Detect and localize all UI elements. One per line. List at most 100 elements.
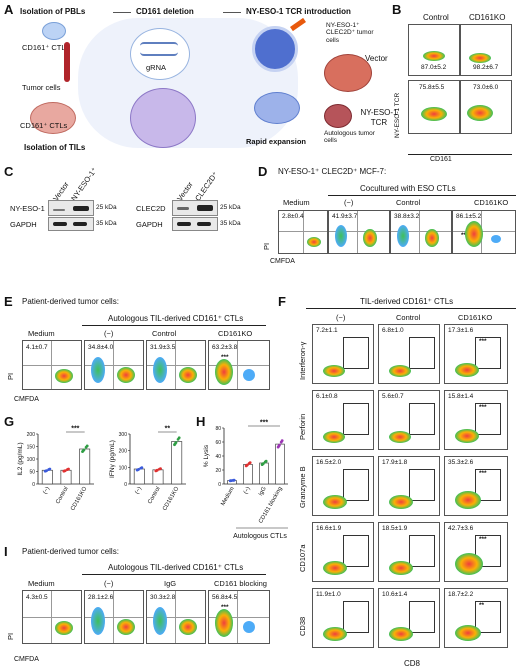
i-subtitle: Autologous TIL-derived CD161⁺ CTLs [108,563,244,572]
f-r5-c2: 10.6±1.4 [378,588,440,648]
h-lysis-bar-3 [275,443,285,485]
arrow-right-1 [113,12,131,13]
g-il2-xcat-0: (−) [42,486,51,495]
d-plot-medium: 2.8±0.4 [278,210,328,254]
d-col-cd161ko: CD161KO [474,198,509,207]
e-yaxis: PI [6,372,15,380]
f-val-r4c1: 16.6±1.9 [316,525,342,532]
h-lysis-ytick-label-3: 60 [215,440,221,446]
b-row-nyeso-tcr: NY-ESO-1 TCR [360,108,398,127]
d-title: NY-ESO-1⁺ CLEC2D⁺ MCF-7: [278,167,387,176]
panel-c-letter: C [4,164,14,179]
nyeso-tumor-label: NY-ESO-1⁺ CLEC2D⁺ tumor cells [326,22,374,44]
c-right-col-clec2d: CLEC2D⁺ [193,169,220,203]
d-val-medium: 2.8±0.4 [282,213,304,220]
f-col-control: Control [396,313,421,322]
e-subtitle-line [82,325,266,326]
g-ifng-dot-0-3 [140,466,144,470]
g-il2-dot-0-3 [48,467,52,471]
f-r2-c1: 6.1±0.8 [312,390,374,450]
g-il2-ytick-label-1: 50 [29,470,35,476]
panel-b-letter: B [392,2,402,17]
b-x-arrow [408,154,512,155]
f-xaxis: CD8 [404,659,421,668]
i-plot-igg: 30.3±2.8 [146,590,206,644]
c-kda-1: 25 kDa [96,204,117,211]
f-row-ifng: Interferon-γ [298,341,307,380]
b-plot-2: 98.2±6.7 [460,24,512,76]
d-subtitle-line [328,195,516,196]
c-row-gapdh-left: GAPDH [10,220,37,229]
c-row-clec2d: CLEC2D [136,204,166,213]
d-yaxis: PI [262,242,271,250]
f-r3-c1: 16.5±2.0 [312,456,374,516]
g-il2-ytick-label-4: 200 [27,432,36,438]
g-ifng-xcat-0: (−) [134,486,143,495]
f-val-r1c3: 17.3±1.6 [448,327,474,334]
nyeso-tumor-label-wrap: NY-ESO-1⁺ CLEC2D⁺ tumor cells [326,22,382,44]
step-cd161-deletion: CD161 deletion [136,7,194,16]
f-title: TIL-derived CD161⁺ CTLs [360,297,454,306]
arrow-right-2 [223,12,241,13]
tumor-mass-icon [30,102,76,134]
panel-a-letter: A [4,2,14,17]
g-il2-xcat-1: Control [55,486,70,505]
f-val-r5c3: 18.7±2.2 [448,591,474,598]
panel-a-figure: Isolation of PBLs CD161 deletion NY-ESO-… [18,6,382,156]
step-isolation-pbls: Isolation of PBLs [20,7,86,16]
e-title: Patient-derived tumor cells: [22,297,119,306]
h-lysis-bar-1 [243,464,253,485]
c-blot-right-top [172,200,218,216]
f-val-r2c3: 15.8±1.4 [448,393,474,400]
d-plot-control: 38.8±3.2 [390,210,452,254]
autologous-tumor-icon [324,104,352,128]
d-val-control: 38.8±3.2 [394,213,420,220]
g-il2-dot-0-4 [44,469,48,473]
f-r1-c3: 17.3±1.6 *** [444,324,508,384]
f-stars-r5: ** [479,602,485,609]
h-lysis-dot-3-4 [277,444,281,448]
b-val-4: 73.0±6.0 [473,84,499,91]
f-row-cd38: CD38 [298,616,307,636]
f-r3-c2: 17.9±1.8 [378,456,440,516]
e-plot-medium: 4.1±0.7 [22,340,82,390]
target-tumor-cells-icon [324,54,372,92]
g-ifng-bar-0 [133,468,145,485]
e-plot-cd161ko: 63.2±3.8 *** [208,340,270,390]
d-val-cd161ko: 86.1±5.2 [456,213,482,220]
b-yaxis-label: NY-ESO-1 TCR [394,92,401,138]
g-il2-bar-0 [41,469,53,485]
d-val-neg: 41.9±3.7 [332,213,358,220]
g-ifng-xcat-1: Control [147,486,162,505]
f-val-r3c1: 16.5±2.0 [316,459,342,466]
g-il2-dot-1-3 [67,467,70,471]
b-xaxis-label: CD161 [430,156,452,163]
f-stars-r1: *** [479,338,487,345]
e-val-neg: 34.8±4.0 [88,344,114,351]
cd161-ctls-bottom-label: CD161⁺ CTLs [20,121,68,130]
e-subtitle: Autologous TIL-derived CD161⁺ CTLs [108,314,244,323]
i-plot-neg: 28.1±2.6 [84,590,144,644]
g-il2-ytick-label-3: 150 [27,445,36,451]
g-ifng-sig-stars: ** [165,426,171,433]
c-blot-right-bottom [172,217,218,231]
h-lysis-dot-3-3 [280,439,284,443]
f-val-r1c1: 7.2±1.1 [316,327,338,334]
g-ifng-dot-0-4 [136,468,140,472]
i-val-neg: 28.1±2.6 [88,594,114,601]
cd161-ctls-top-label: CD161⁺ CTLs [22,43,70,52]
f-r4-c3: 42.7±3.6 *** [444,522,508,582]
d-col-control: Control [396,198,421,207]
h-lysis-sig-stars: *** [260,420,268,427]
d-col-neg: (−) [344,198,354,207]
g-ifng-bar-1 [152,469,164,485]
f-row-cd107a: CD107a [298,544,307,572]
c-kda-4: 35 kDa [220,220,241,227]
syringe-icon [290,17,306,32]
g-ifng-dot-2-3 [177,436,181,440]
d-col-medium: Medium [283,198,310,207]
h-foot-label: Autologous CTLs [233,533,287,540]
h-lysis-bar-2 [259,462,269,485]
f-val-r5c2: 10.6±1.4 [382,591,408,598]
